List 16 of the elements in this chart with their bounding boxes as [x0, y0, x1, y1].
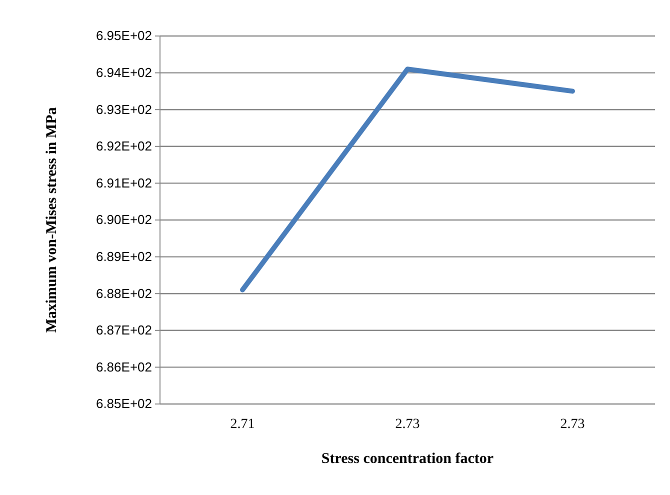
y-tick-label: 6.87E+02 — [96, 322, 152, 338]
y-tick-label: 6.95E+02 — [96, 28, 152, 44]
y-tick-label: 6.89E+02 — [96, 248, 152, 264]
y-tick-label: 6.94E+02 — [96, 64, 152, 80]
y-tick-label: 6.92E+02 — [96, 138, 152, 154]
y-axis-title: Maximum von-Mises stress in MPa — [44, 106, 60, 333]
x-tick-label: 2.71 — [230, 416, 255, 432]
x-axis-title: Stress concentration factor — [321, 451, 494, 467]
y-tick-label: 6.93E+02 — [96, 102, 152, 117]
x-tick-label: 2.73 — [395, 416, 420, 432]
y-tick-label: 6.88E+02 — [96, 286, 152, 301]
y-tick-label: 6.85E+02 — [96, 396, 152, 412]
y-tick-label: 6.91E+02 — [96, 175, 152, 190]
y-tick-label: 6.86E+02 — [96, 359, 152, 374]
x-tick-label: 2.73 — [560, 416, 585, 432]
y-tick-label: 6.90E+02 — [96, 212, 152, 228]
